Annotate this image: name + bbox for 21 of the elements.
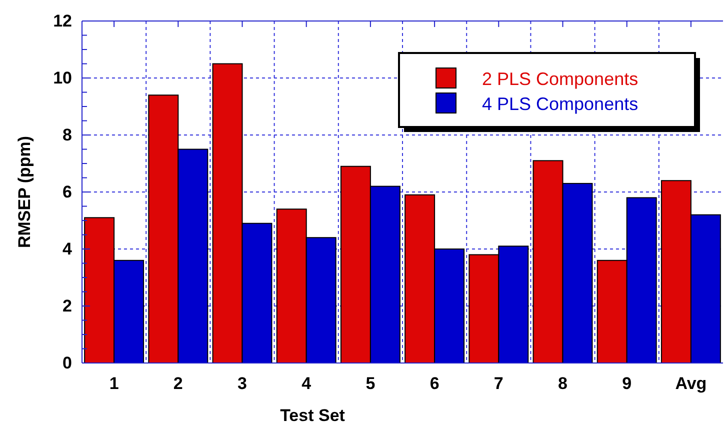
x-tick-label: 4 — [302, 374, 312, 394]
y-tick-label: 8 — [62, 125, 72, 144]
x-tick-label: 3 — [238, 374, 247, 394]
x-tick-label: 7 — [494, 374, 504, 394]
y-tick-label: 10 — [53, 68, 72, 88]
legend-label: 4 PLS Components — [482, 94, 638, 114]
x-tick-label: Avg — [675, 374, 707, 394]
x-tick-label: 6 — [430, 374, 440, 394]
y-tick-label: 0 — [62, 353, 72, 372]
x-tick-label: 5 — [366, 374, 376, 394]
x-tick-label: 8 — [558, 374, 568, 394]
y-axis-title: RMSEP (ppm) — [15, 136, 34, 248]
x-tick-label: 9 — [622, 374, 632, 394]
y-tick-label: 6 — [62, 182, 72, 202]
y-tick-label: 12 — [53, 11, 72, 30]
legend-label: 2 PLS Components — [482, 69, 638, 89]
x-axis-title: Test Set — [280, 406, 346, 425]
x-tick-label: 2 — [173, 374, 183, 394]
x-tick-label: 1 — [109, 374, 119, 394]
y-tick-label: 4 — [62, 239, 73, 258]
y-tick-label: 2 — [62, 296, 72, 316]
